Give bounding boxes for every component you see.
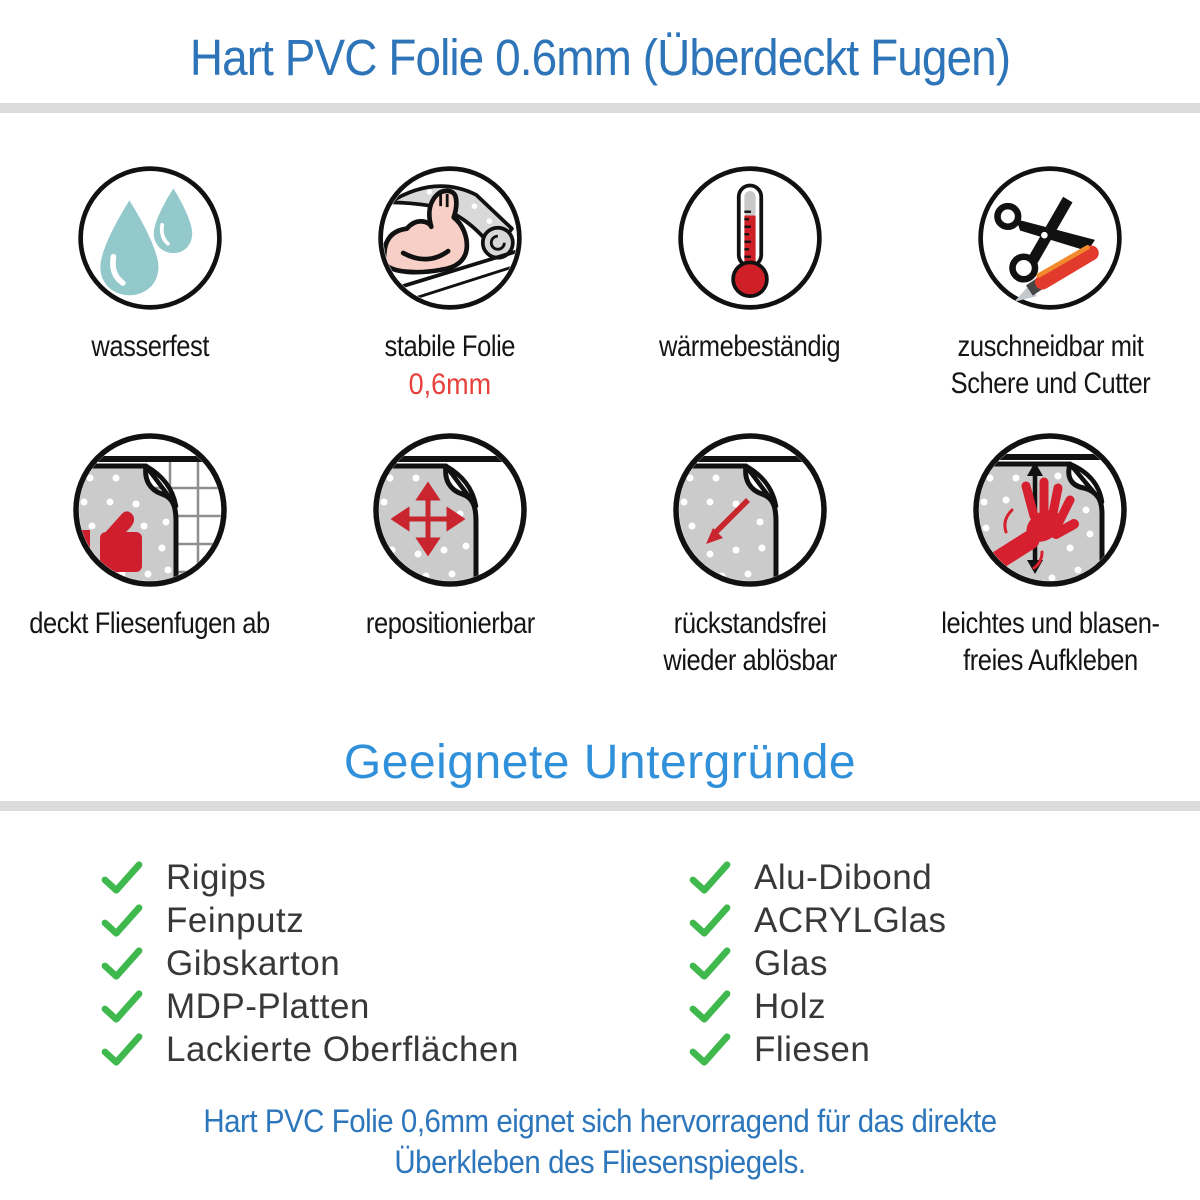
feature-easy-bubble-free-application: leichtes und blasen- freies Aufkleben xyxy=(900,430,1200,679)
substrate-label: Lackierte Oberflächen xyxy=(166,1029,519,1069)
feature-residue-free-removable: rückstandsfrei wieder ablösbar xyxy=(600,430,900,679)
checkmark-icon xyxy=(689,860,731,894)
feature-label: leichtes und blasen- freies Aufkleben xyxy=(940,607,1160,677)
water-drops-icon xyxy=(78,166,222,310)
feature-label: deckt Fliesenfugen ab xyxy=(29,607,271,640)
feature-repositionable: repositionierbar xyxy=(300,430,600,679)
substrates-column-left: Rigips Feinputz Gibskarton MDP-Platten L… xyxy=(100,856,519,1071)
list-item: Holz xyxy=(688,985,947,1028)
substrate-label: Glas xyxy=(754,943,828,983)
checkmark-icon xyxy=(689,989,731,1023)
substrates-column-right: Alu-Dibond ACRYLGlas Glas Holz Fliesen xyxy=(688,856,947,1071)
list-item: Lackierte Oberflächen xyxy=(100,1028,519,1071)
feature-label: repositionierbar xyxy=(365,607,535,640)
feature-waterproof: wasserfest xyxy=(0,163,300,402)
scissors-and-cutter-icon xyxy=(978,166,1122,310)
substrate-label: Holz xyxy=(754,986,827,1026)
checkmark-icon xyxy=(101,989,143,1023)
foil-thickness-value: 0,6mm xyxy=(408,368,492,401)
substrate-label: Alu-Dibond xyxy=(754,857,933,897)
feature-covers-tile-joints: deckt Fliesenfugen ab xyxy=(0,430,300,679)
substrate-label: MDP-Platten xyxy=(166,986,370,1026)
checkmark-icon xyxy=(101,946,143,980)
muscle-arm-foil-roll-icon xyxy=(378,166,522,310)
foil-move-arrows-icon xyxy=(373,433,527,587)
foil-peel-off-arrow-icon xyxy=(673,433,827,587)
list-item: Alu-Dibond xyxy=(688,856,947,899)
list-item: Fliesen xyxy=(688,1028,947,1071)
middle-divider xyxy=(0,801,1200,811)
foil-smoothing-hand-icon xyxy=(973,433,1127,587)
checkmark-icon xyxy=(101,903,143,937)
list-item: Rigips xyxy=(100,856,519,899)
feature-label: zuschneidbar mit Schere und Cutter xyxy=(950,330,1150,400)
foil-over-tile-joints-thumb-icon xyxy=(73,433,227,587)
substrate-label: Gibskarton xyxy=(166,943,341,983)
feature-row-1: wasserfest stabile Folie 0,6 xyxy=(0,163,1200,402)
feature-row-2: deckt Fliesenfugen ab xyxy=(0,430,1200,679)
list-item: Feinputz xyxy=(100,899,519,942)
feature-label: rückstandsfrei wieder ablösbar xyxy=(663,607,837,677)
list-item: MDP-Platten xyxy=(100,985,519,1028)
checkmark-icon xyxy=(689,946,731,980)
substrate-label: Feinputz xyxy=(166,900,305,940)
page-title: Hart PVC Folie 0.6mm (Überdeckt Fugen) xyxy=(189,29,1011,86)
feature-label: wasserfest xyxy=(91,330,209,363)
checkmark-icon xyxy=(689,903,731,937)
feature-label: stabile Folie xyxy=(384,330,516,363)
checkmark-icon xyxy=(689,1032,731,1066)
list-item: ACRYLGlas xyxy=(688,899,947,942)
substrate-label: Fliesen xyxy=(754,1029,871,1069)
list-item: Gibskarton xyxy=(100,942,519,985)
footer-note: Hart PVC Folie 0,6mm eignet sich hervorr… xyxy=(203,1103,997,1180)
thermometer-icon xyxy=(678,166,822,310)
substrate-label: ACRYLGlas xyxy=(754,900,947,940)
feature-label: wärmebeständig xyxy=(659,330,841,363)
substrates-heading: Geeignete Untergründe xyxy=(343,736,857,789)
feature-stable-foil: stabile Folie 0,6mm xyxy=(300,163,600,402)
substrate-label: Rigips xyxy=(166,857,267,897)
feature-cuttable: zuschneidbar mit Schere und Cutter xyxy=(900,163,1200,402)
list-item: Glas xyxy=(688,942,947,985)
checkmark-icon xyxy=(101,860,143,894)
top-divider xyxy=(0,103,1200,113)
feature-heat-resistant: wärmebeständig xyxy=(600,163,900,402)
checkmark-icon xyxy=(101,1032,143,1066)
